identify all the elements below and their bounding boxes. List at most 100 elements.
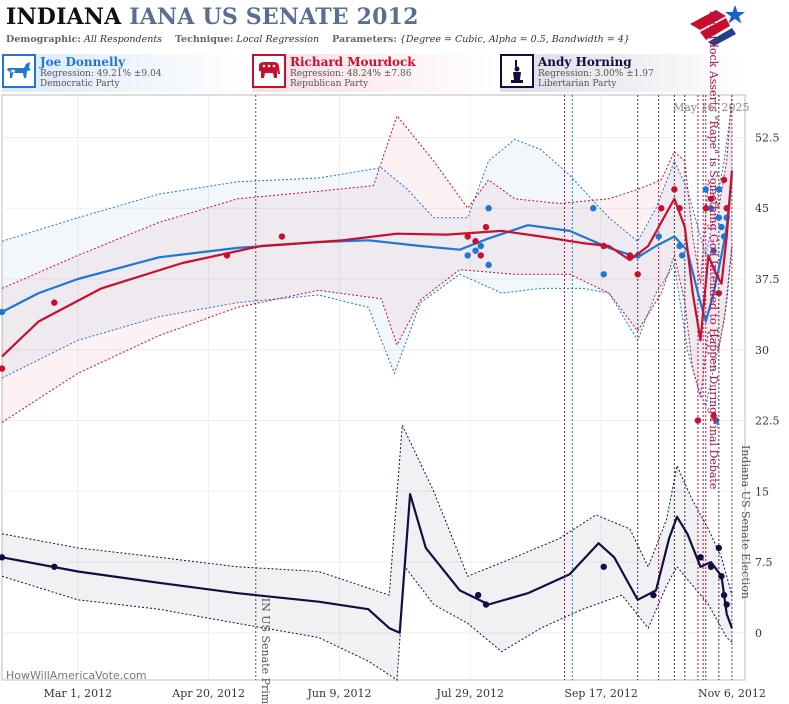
legend-candidate-donnelly: Joe Donnelly Regression: 49.21% ±9.04 De…: [2, 54, 247, 92]
poll-point: [710, 412, 717, 420]
poll-point: [0, 308, 6, 316]
poll-point: [650, 591, 657, 599]
poll-point: [485, 205, 492, 212]
confidence-lower: [1, 565, 733, 681]
poll-point: [715, 544, 723, 552]
candidate-regression: Regression: 3.00% ±1.97: [538, 69, 654, 79]
y-tick-label: 30: [755, 344, 769, 357]
confidence-band: [2, 104, 732, 407]
y-tick-label: 45: [755, 202, 769, 215]
liberty-icon: [500, 54, 534, 88]
poll-point: [707, 205, 715, 212]
regression-line: [1, 493, 733, 634]
confidence-upper: [1, 104, 733, 256]
candidate-party: Libertarian Party: [538, 79, 617, 89]
poll-point: [464, 252, 471, 259]
poll-point: [715, 289, 723, 297]
poll-point: [278, 233, 286, 240]
confidence-band: [2, 425, 732, 680]
poll-point: [472, 238, 479, 245]
elephant-icon: [252, 54, 286, 88]
regression-line: [1, 175, 733, 323]
parameter-bar: Demographic: All Respondents Technique: …: [6, 34, 640, 45]
poll-point: [223, 252, 231, 259]
poll-point: [671, 186, 678, 193]
poll-point: [626, 252, 634, 259]
poll-point: [679, 252, 686, 259]
site-credit: HowWillAmericaVote.com: [6, 669, 147, 682]
candidate-regression: Regression: 49.21% ±9.04: [40, 69, 162, 79]
poll-point: [713, 417, 720, 424]
poll-point: [720, 591, 728, 599]
poll-point: [51, 299, 58, 306]
state-name: INDIANA: [6, 4, 122, 30]
poll-point: [723, 601, 730, 608]
candidate-name: Joe Donnelly: [40, 55, 126, 69]
x-tick-label: Mar 1, 2012: [44, 687, 113, 700]
candidate-party: Democratic Party: [40, 79, 120, 89]
poll-point: [482, 223, 490, 231]
candidate-regression: Regression: 48.24% ±7.86: [290, 69, 412, 79]
x-tick-label: Jun 9, 2012: [306, 687, 371, 700]
poll-point: [697, 554, 704, 561]
poll-point: [658, 205, 665, 212]
poll-point: [472, 247, 479, 254]
site-logo: [690, 5, 745, 46]
plot-frame: [1, 94, 746, 681]
header: INDIANA IANA US SENATE 2012 Demographic:…: [0, 0, 789, 50]
param-technique: Technique: Local Regression: [175, 34, 320, 45]
race-name: IANA US SENATE 2012: [129, 4, 419, 30]
poll-point: [676, 242, 683, 250]
poll-point: [718, 223, 725, 231]
x-tick-label: Apr 20, 2012: [171, 687, 245, 700]
poll-point: [0, 554, 6, 561]
event-label: Mourdock Asserts "Rape" is Something God…: [707, 11, 720, 490]
poll-point: [655, 233, 662, 240]
x-tick-label: Nov 6, 2012: [698, 687, 766, 700]
poll-point: [718, 573, 725, 580]
poll-point: [0, 365, 6, 372]
poll-point: [464, 233, 471, 240]
x-tick-label: Jul 29, 2012: [436, 687, 505, 700]
poll-point: [702, 186, 709, 193]
page-title: INDIANA IANA US SENATE 2012: [6, 4, 419, 30]
poll-point: [715, 186, 723, 193]
confidence-band: [2, 95, 732, 423]
poll-point: [477, 242, 484, 250]
y-tick-label: 0: [755, 627, 762, 640]
poll-point: [590, 205, 597, 212]
poll-point: [634, 271, 641, 278]
poll-point: [477, 252, 484, 259]
poll-point: [676, 205, 683, 212]
report-date: May 16, 2025: [673, 101, 750, 114]
poll-point: [51, 563, 58, 570]
candidate-party: Republican Party: [290, 79, 369, 89]
poll-point: [600, 271, 607, 278]
y-tick-label: 7.5: [755, 556, 773, 569]
y-tick-label: 52.5: [755, 131, 780, 144]
candidate-name: Andy Horning: [538, 55, 632, 69]
poll-point: [474, 591, 482, 599]
event-label: IN US Senate Primary: [259, 598, 272, 704]
poll-point: [694, 417, 702, 424]
param-demographic: Demographic: All Respondents: [6, 34, 163, 45]
poll-point: [707, 195, 715, 202]
param-parameters: Parameters: {Degree = Cubic, Alpha = 0.5…: [332, 34, 630, 45]
poll-point: [702, 205, 709, 212]
poll-point: [723, 205, 730, 212]
poll-point: [715, 214, 723, 221]
poll-point: [600, 563, 607, 570]
poll-point: [600, 242, 607, 250]
legend-candidate-horning: Andy Horning Regression: 3.00% ±1.97 Lib…: [500, 54, 746, 92]
regression-line: [1, 170, 733, 358]
poll-point: [482, 601, 490, 608]
poll-point: [707, 563, 715, 570]
poll-point: [485, 261, 492, 269]
legend-candidate-mourdock: Richard Mourdock Regression: 48.24% ±7.8…: [252, 54, 496, 92]
poll-point: [710, 247, 717, 254]
y-tick-label: 22.5: [755, 415, 780, 428]
confidence-lower: [1, 245, 733, 423]
y-tick-label: 37.5: [755, 273, 780, 286]
candidate-name: Richard Mourdock: [290, 55, 416, 69]
